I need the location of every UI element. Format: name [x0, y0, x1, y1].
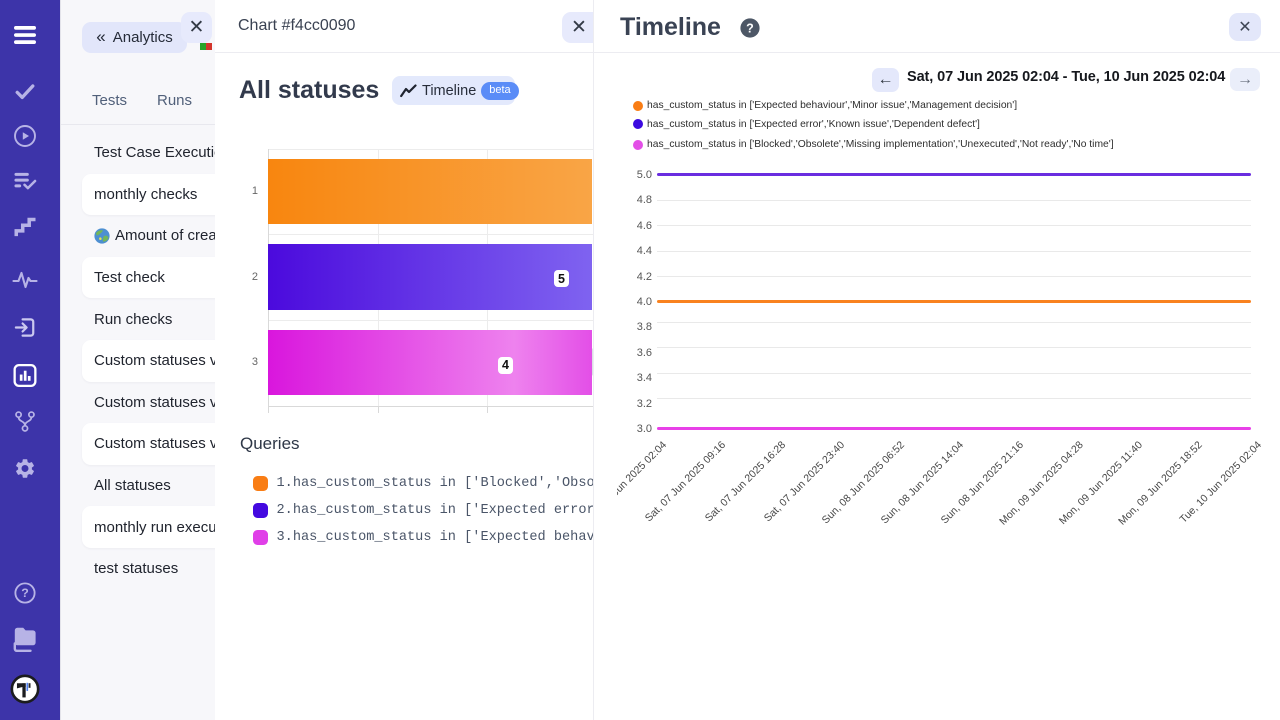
svg-text:?: ?: [21, 586, 29, 600]
svg-text:?: ?: [746, 22, 754, 36]
